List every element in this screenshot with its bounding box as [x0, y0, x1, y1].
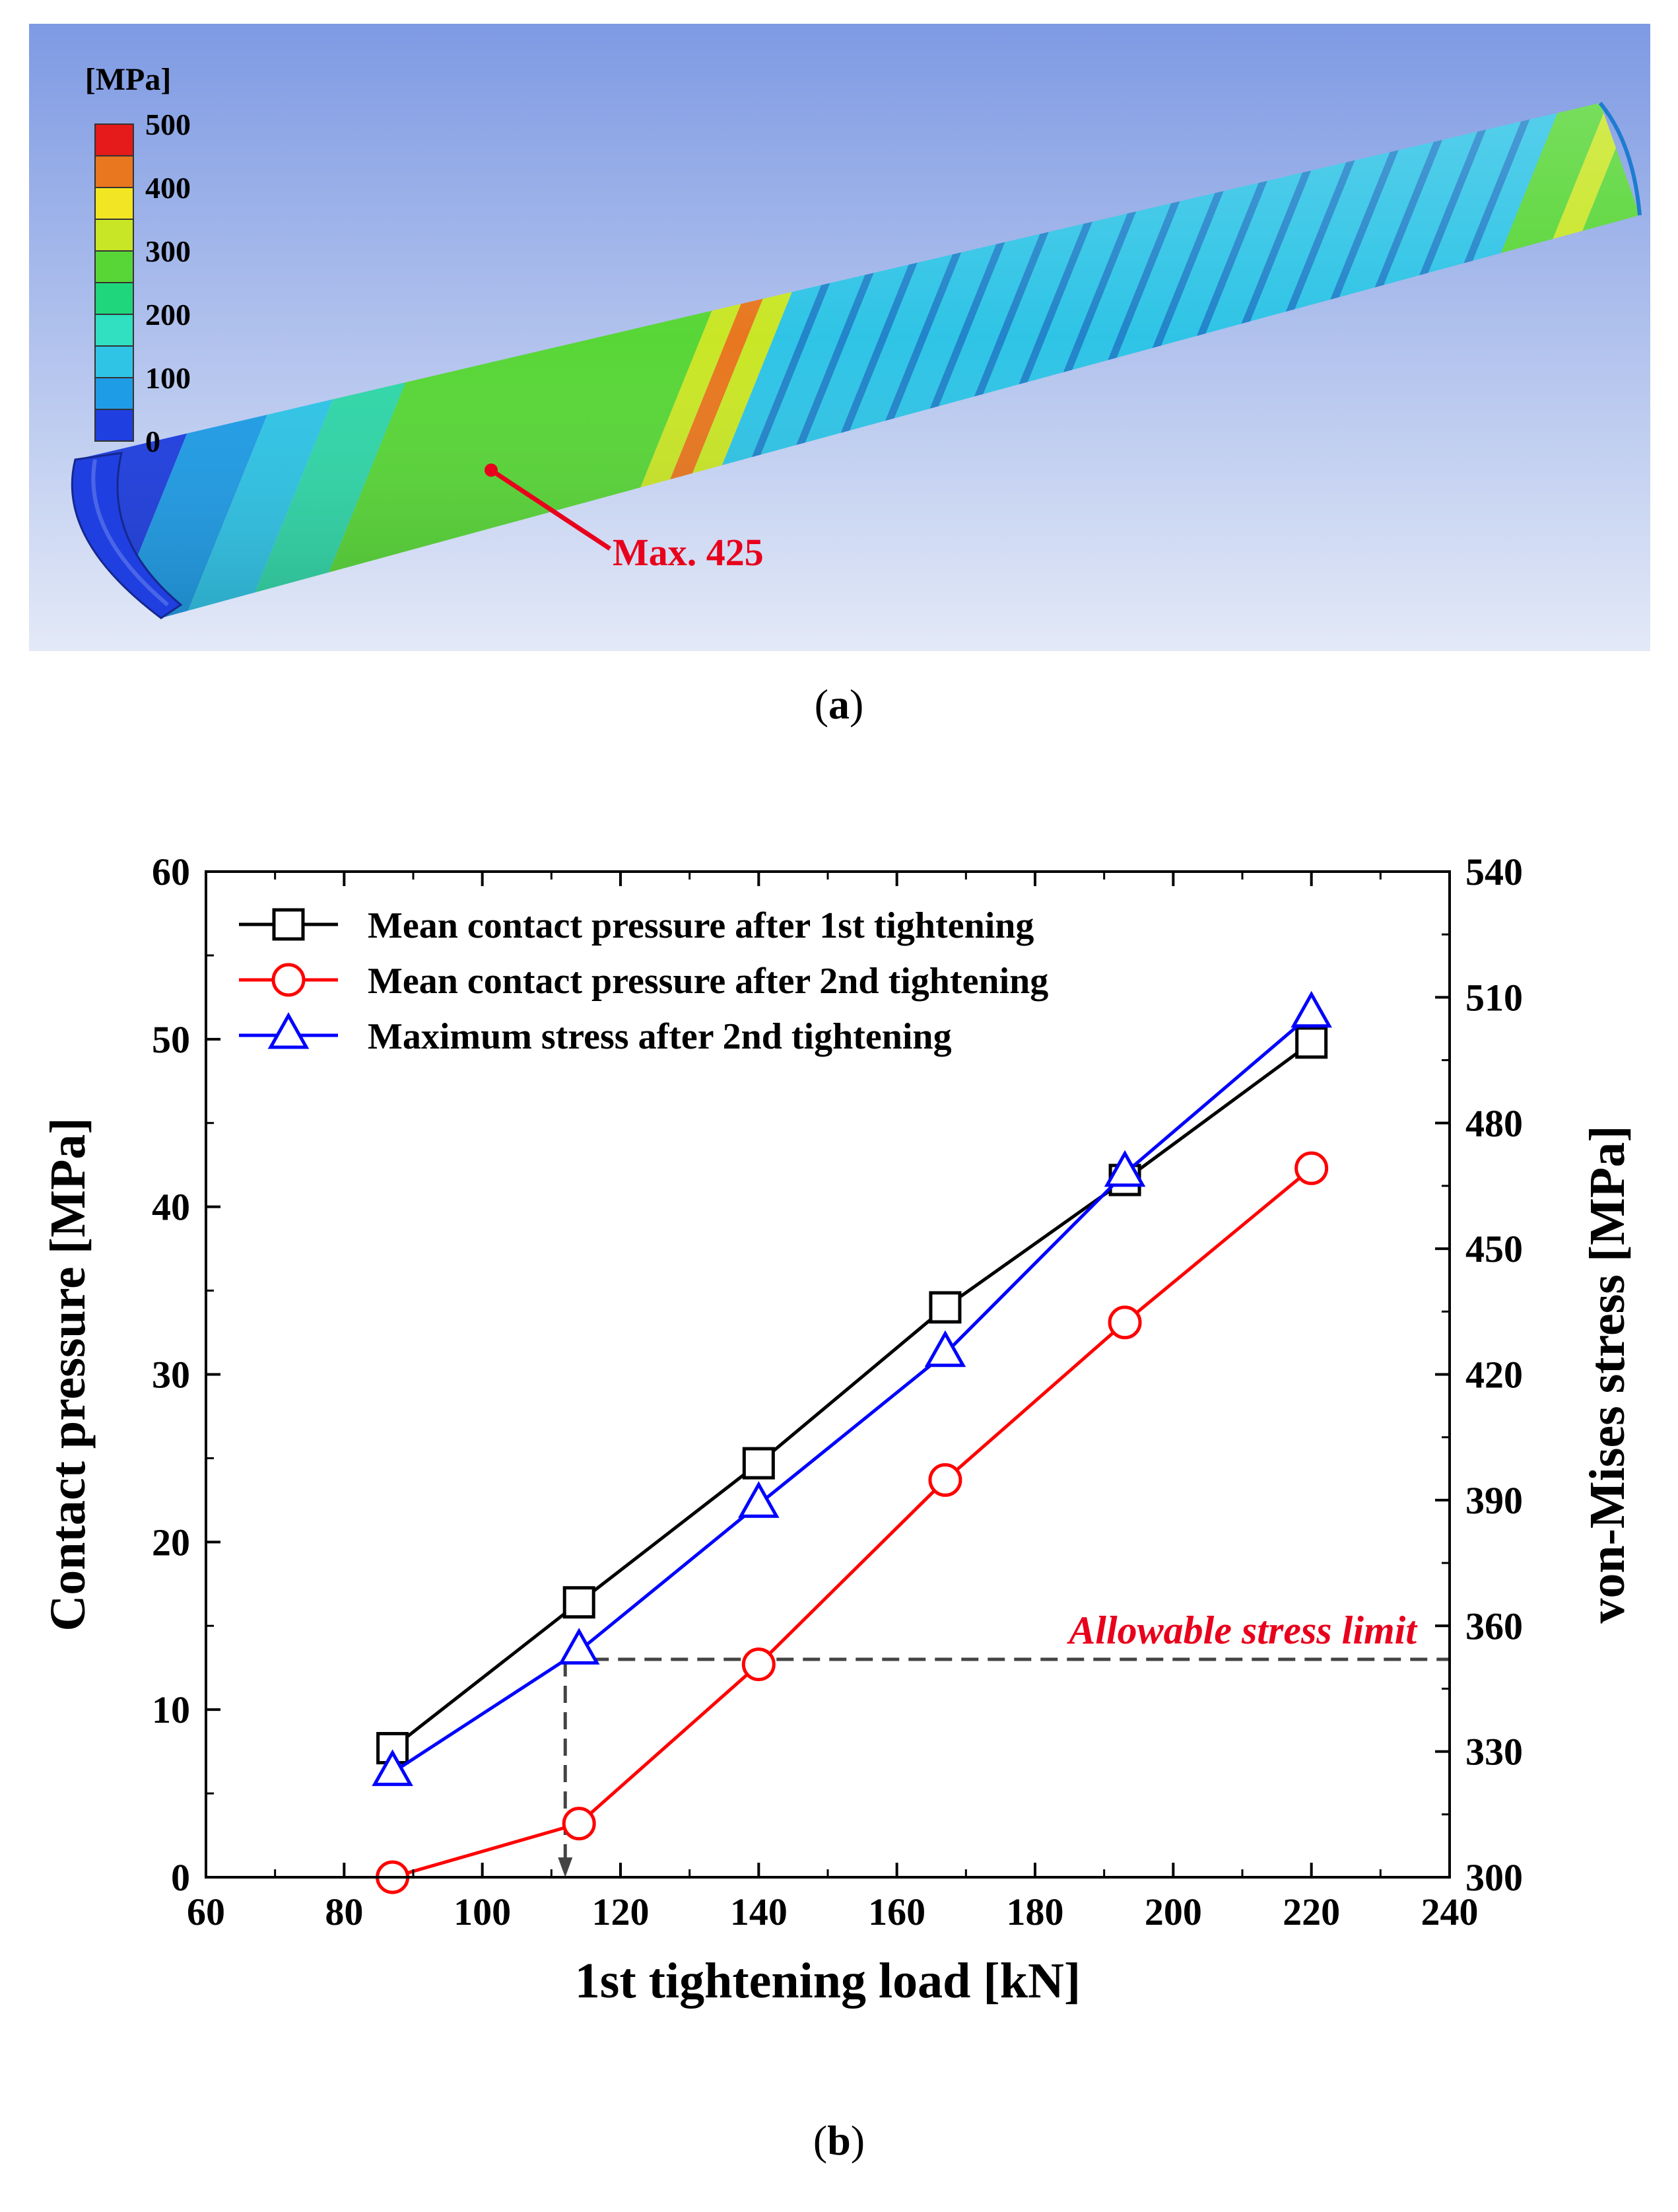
series-line — [391, 1167, 1313, 1879]
y2-tick-label: 510 — [1465, 976, 1523, 1019]
x-tick-label: 140 — [730, 1890, 788, 1933]
caption-a: (a) — [814, 681, 864, 728]
data-point-square — [742, 1447, 775, 1480]
colorbar-tick-label: 200 — [145, 298, 191, 331]
y2-tick-label: 390 — [1465, 1479, 1523, 1522]
y2-tick-label: 540 — [1465, 850, 1523, 893]
colorbar-swatch — [94, 314, 134, 347]
y2-tick-label: 330 — [1465, 1731, 1523, 1774]
colorbar-swatch — [94, 250, 134, 283]
caption-b: (b) — [813, 2117, 865, 2164]
x-tick-label: 60 — [187, 1890, 225, 1933]
legend-label: Mean contact pressure after 1st tighteni… — [368, 905, 1034, 946]
y2-tick-label: 300 — [1465, 1856, 1523, 1899]
legend-label: Maximum stress after 2nd tightening — [368, 1016, 952, 1057]
data-point-triangle — [1291, 990, 1332, 1028]
data-point-circle — [1108, 1305, 1142, 1340]
line-chart-panel: Allowable stress limit 60 80 100 120 140 160 1… — [0, 806, 1678, 2146]
colorbar-tick-label: 100 — [145, 361, 191, 395]
series-2 — [376, 1151, 1329, 1894]
legend-marker-triangle — [267, 1012, 310, 1049]
x-tick-label: 240 — [1421, 1890, 1479, 1933]
colorbar-ticks: 500 400 300 200 100 0 — [145, 108, 191, 458]
y-tick-label: 60 — [152, 850, 190, 893]
y2-axis-title: von-Mises stress [MPa] — [1580, 1125, 1635, 1623]
colorbar-swatch — [94, 187, 134, 220]
legend-entry: Mean contact pressure after 1st tighteni… — [239, 905, 1034, 946]
data-point-circle — [928, 1463, 962, 1497]
series-line — [391, 1012, 1313, 1774]
line-chart: Allowable stress limit 60 80 100 120 140 160 1… — [40, 850, 1635, 2009]
data-point-triangle — [372, 1749, 413, 1786]
y-tick-label: 0 — [171, 1856, 190, 1899]
series-3 — [372, 990, 1332, 1786]
legend-entry: Mean contact pressure after 2nd tighteni… — [239, 961, 1048, 1002]
y-tick-label: 30 — [152, 1354, 190, 1397]
legend-marker-circle — [271, 963, 306, 997]
y-tick-label: 20 — [152, 1521, 190, 1564]
colorbar-tick-label: 300 — [145, 234, 191, 268]
x-axis-title: 1st tightening load [kN] — [575, 1953, 1081, 2009]
colorbar-tick-label: 0 — [145, 425, 160, 458]
bolt-right-end — [1598, 102, 1642, 216]
data-point-triangle — [1104, 1150, 1146, 1187]
colorbar-swatch — [94, 409, 134, 442]
data-point-circle — [1294, 1151, 1329, 1185]
x-tick-label: 180 — [1007, 1890, 1064, 1933]
colorbar-tick-label: 500 — [145, 108, 191, 141]
legend-entry: Maximum stress after 2nd tightening — [239, 1012, 952, 1057]
series-1 — [376, 1026, 1328, 1765]
y-axis-title: Contact pressure [MPa] — [40, 1117, 96, 1631]
x-tick-label: 200 — [1145, 1890, 1202, 1933]
colorbar-swatch — [94, 282, 134, 315]
colorbar-swatch — [94, 219, 134, 252]
data-point-square — [929, 1291, 962, 1324]
caption-b-letter: b — [827, 2117, 851, 2164]
y-tick-label: 40 — [152, 1186, 190, 1229]
colorbar-tick-label: 400 — [145, 171, 191, 205]
max-stress-leader — [490, 468, 611, 551]
colorbar-swatches — [94, 123, 134, 442]
x-tick-label: 160 — [868, 1890, 925, 1933]
colorbar-unit: [MPa] — [85, 62, 172, 97]
max-stress-annotation: Max. 425 — [485, 464, 764, 574]
data-point-triangle — [738, 1481, 780, 1518]
y2-tick-label: 480 — [1465, 1102, 1523, 1145]
bolt-end-cap — [71, 452, 183, 619]
fea-contour-figure: [MPa] 500 400 300 200 100 0 Max. 425 — [29, 24, 1650, 651]
colorbar: [MPa] 500 400 300 200 100 0 — [85, 62, 191, 458]
x-tick-label: 100 — [453, 1890, 511, 1933]
y-tick-label: 10 — [152, 1688, 190, 1731]
max-stress-label: Max. 425 — [613, 531, 764, 574]
data-point-circle — [741, 1647, 776, 1682]
allowable-limit-label: Allowable stress limit — [1066, 1608, 1418, 1652]
colorbar-swatch — [94, 377, 134, 410]
allowable-load-arrowhead — [558, 1857, 573, 1877]
legend-marker-square — [272, 908, 305, 941]
data-point-triangle — [558, 1628, 600, 1665]
colorbar-swatch — [94, 123, 134, 156]
y2-tick-label: 420 — [1465, 1354, 1523, 1397]
x-tick-label: 120 — [592, 1890, 650, 1933]
y-tick-label: 50 — [152, 1018, 190, 1061]
legend-label: Mean contact pressure after 2nd tighteni… — [368, 961, 1048, 1002]
series-line — [391, 1041, 1313, 1750]
caption-a-letter: a — [828, 681, 850, 728]
y2-tick-label: 450 — [1465, 1227, 1523, 1270]
x-tick-label: 80 — [325, 1890, 363, 1933]
x-tick-label: 220 — [1283, 1890, 1340, 1933]
data-point-triangle — [924, 1330, 966, 1367]
data-point-square — [562, 1586, 595, 1619]
data-point-circle — [562, 1807, 596, 1841]
fea-contour-panel: [MPa] 500 400 300 200 100 0 Max. 425 — [29, 24, 1650, 651]
y2-tick-label: 360 — [1465, 1605, 1523, 1647]
data-point-square — [1295, 1026, 1328, 1059]
colorbar-swatch — [94, 345, 134, 378]
colorbar-swatch — [94, 155, 134, 188]
